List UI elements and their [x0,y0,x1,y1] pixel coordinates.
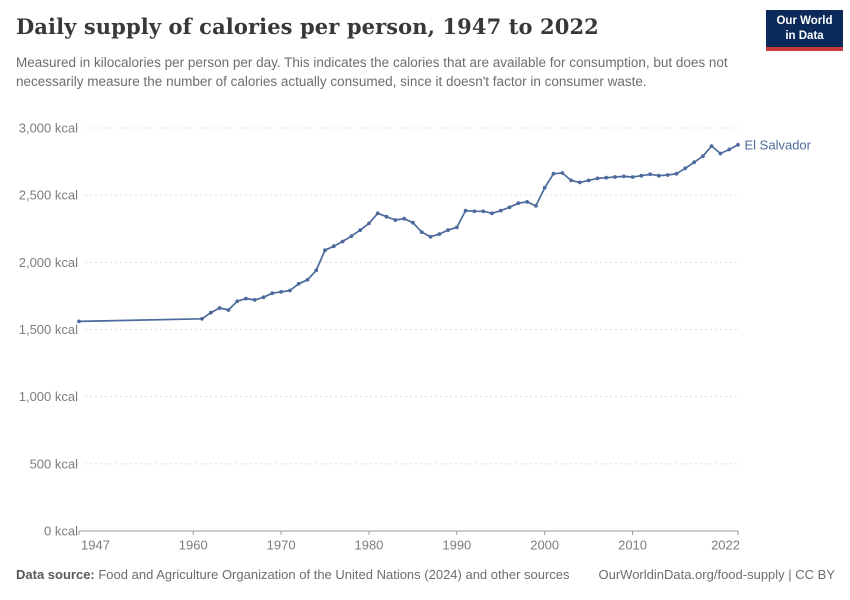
data-point[interactable] [639,173,644,178]
data-point[interactable] [323,248,327,253]
data-point[interactable] [77,319,81,324]
x-axis-tick-label: 2010 [618,538,647,553]
x-axis-tick-label: 1970 [267,538,296,553]
data-point[interactable] [331,244,336,249]
data-point[interactable] [683,166,688,171]
data-point[interactable] [446,228,450,232]
data-point[interactable] [709,144,714,148]
data-point[interactable] [428,234,433,239]
data-point[interactable] [288,288,292,293]
data-point[interactable] [208,310,213,315]
data-point[interactable] [701,154,705,159]
data-point[interactable] [516,201,521,206]
owid-logo-line1: Our World [776,14,833,27]
x-axis-tick-label: 1990 [442,538,471,553]
y-axis-tick-label: 3,000 kcal [19,121,78,136]
data-point[interactable] [393,218,398,222]
data-point[interactable] [498,208,503,213]
data-point[interactable] [621,174,626,179]
y-axis-tick-label: 2,000 kcal [19,255,78,270]
data-point[interactable] [586,178,591,183]
data-source-text: Food and Agriculture Organization of the… [94,567,570,582]
data-point[interactable] [200,316,204,321]
y-axis-tick-label: 1,500 kcal [19,322,78,337]
data-point[interactable] [279,290,283,294]
data-point[interactable] [551,171,556,176]
data-point[interactable] [252,298,257,302]
data-source-label: Data source: [16,567,95,582]
data-point[interactable] [437,232,442,236]
data-point[interactable] [657,173,661,178]
chart-subtitle: Measured in kilocalories per person per … [16,55,728,90]
data-point[interactable] [542,185,547,190]
data-point[interactable] [375,211,380,216]
owid-logo[interactable]: Our World in Data [766,10,843,51]
x-axis-tick-label: 1947 [81,538,110,553]
data-point[interactable] [569,178,573,183]
data-point[interactable] [463,208,468,213]
data-point[interactable] [595,176,600,181]
data-point[interactable] [604,175,609,180]
data-point[interactable] [665,173,670,177]
data-point[interactable] [648,172,652,177]
series-line[interactable] [78,143,739,323]
data-point[interactable] [419,230,424,234]
data-point[interactable] [560,171,565,175]
x-axis-tick-label: 1980 [354,538,383,553]
data-point[interactable] [472,209,477,214]
data-point[interactable] [367,221,371,226]
data-point[interactable] [384,214,389,219]
chart-footer: Data source: Food and Agriculture Organi… [16,567,835,582]
y-axis-tick-label: 1,000 kcal [19,389,78,404]
data-point[interactable] [507,205,512,210]
x-axis-tick-label: 1960 [179,538,208,553]
data-point[interactable] [736,142,740,147]
data-point[interactable] [340,239,345,244]
data-point[interactable] [727,147,732,152]
data-point[interactable] [296,281,301,286]
data-point[interactable] [481,209,486,214]
attribution-link[interactable]: OurWorldinData.org/food-supply | CC BY [598,567,835,582]
data-point[interactable] [577,180,582,185]
owid-logo-line2: in Data [785,29,824,42]
y-axis-tick-label: 2,500 kcal [19,188,78,203]
data-source-note: Data source: Food and Agriculture Organi… [16,567,570,582]
data-point[interactable] [411,220,415,225]
data-point[interactable] [454,225,459,230]
data-point[interactable] [226,308,231,312]
data-point[interactable] [358,228,363,232]
data-point[interactable] [613,175,617,179]
x-axis-tick-label: 2022 [711,538,740,553]
y-axis-tick-label: 0 kcal [44,524,78,539]
data-point[interactable] [217,306,222,310]
data-point[interactable] [718,151,723,156]
series-label[interactable]: El Salvador [745,137,812,152]
data-point[interactable] [534,204,538,208]
data-point[interactable] [261,295,266,300]
data-point[interactable] [630,175,635,179]
calorie-supply-line-chart[interactable]: 0 kcal 500 kcal 1,000 kcal 1,500 kcal 2,000 … [0,112,850,562]
data-point[interactable] [692,160,696,165]
x-axis-tick-label: 2000 [530,538,559,553]
data-point[interactable] [674,171,679,176]
page-title: Daily supply of calories per person, 194… [16,14,599,39]
data-point[interactable] [305,277,310,282]
data-point[interactable] [314,268,319,273]
data-point[interactable] [490,211,494,216]
data-point[interactable] [349,234,354,238]
data-point[interactable] [525,200,529,204]
data-point[interactable] [235,299,240,304]
data-point[interactable] [244,296,248,301]
y-axis-tick-label: 500 kcal [30,456,79,471]
data-point[interactable] [270,291,275,296]
data-point[interactable] [402,216,406,221]
